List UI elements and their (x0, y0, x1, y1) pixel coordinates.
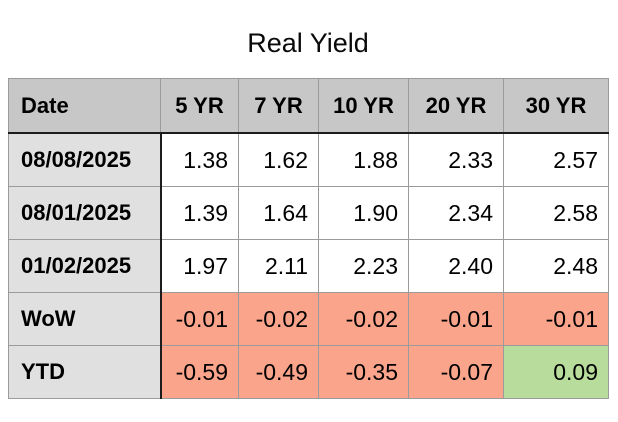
table-row: 08/08/2025 1.38 1.62 1.88 2.33 2.57 (8, 132, 609, 187)
data-cell: 2.23 (318, 239, 409, 293)
data-cell: 2.11 (238, 239, 319, 293)
real-yield-table: Date 5 YR 7 YR 10 YR 20 YR 30 YR 08/08/2… (8, 78, 609, 399)
data-cell: 1.62 (238, 132, 319, 187)
row-label: 01/02/2025 (8, 239, 162, 293)
data-cell: 1.64 (238, 186, 319, 240)
data-cell-negative: -0.01 (503, 292, 609, 346)
data-cell: 2.40 (408, 239, 504, 293)
header-cell-10yr: 10 YR (318, 78, 409, 134)
data-cell: 2.33 (408, 132, 504, 187)
data-cell: 2.34 (408, 186, 504, 240)
data-cell-negative: -0.07 (408, 345, 504, 399)
header-cell-20yr: 20 YR (408, 78, 504, 134)
table-row-ytd: YTD -0.59 -0.49 -0.35 -0.07 0.09 (8, 345, 609, 399)
data-cell: 1.90 (318, 186, 409, 240)
data-cell-negative: -0.02 (318, 292, 409, 346)
header-cell-7yr: 7 YR (238, 78, 319, 134)
table-row: 08/01/2025 1.39 1.64 1.90 2.34 2.58 (8, 186, 609, 240)
data-cell: 2.57 (503, 132, 609, 187)
data-cell: 1.88 (318, 132, 409, 187)
data-cell: 2.48 (503, 239, 609, 293)
data-cell-negative: -0.59 (160, 345, 239, 399)
data-cell: 2.58 (503, 186, 609, 240)
header-cell-date: Date (8, 78, 161, 134)
data-cell-negative: -0.01 (408, 292, 504, 346)
row-label: YTD (8, 345, 162, 399)
data-cell-positive: 0.09 (503, 345, 609, 399)
data-cell-negative: -0.02 (238, 292, 319, 346)
page-title: Real Yield (247, 28, 369, 58)
row-label: 08/08/2025 (8, 132, 162, 187)
table-row: 01/02/2025 1.97 2.11 2.23 2.40 2.48 (8, 239, 609, 293)
header-row: Date 5 YR 7 YR 10 YR 20 YR 30 YR (8, 78, 609, 134)
data-cell: 1.39 (160, 186, 239, 240)
header-cell-30yr: 30 YR (503, 78, 609, 134)
table-row-wow: WoW -0.01 -0.02 -0.02 -0.01 -0.01 (8, 292, 609, 346)
data-cell-negative: -0.35 (318, 345, 409, 399)
data-cell: 1.97 (160, 239, 239, 293)
header-cell-5yr: 5 YR (160, 78, 239, 134)
data-cell-negative: -0.01 (160, 292, 239, 346)
data-cell: 1.38 (160, 132, 239, 187)
data-cell-negative: -0.49 (238, 345, 319, 399)
row-label: 08/01/2025 (8, 186, 162, 240)
row-label: WoW (8, 292, 162, 346)
